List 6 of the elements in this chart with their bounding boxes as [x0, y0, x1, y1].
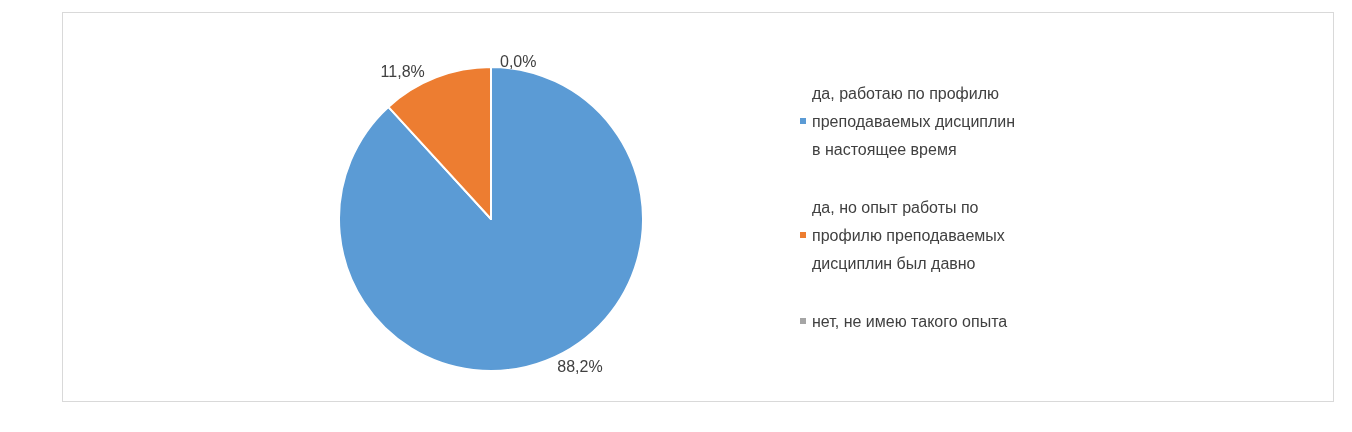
legend-label: нет, не имею такого опыта [812, 312, 1008, 330]
text: 0,0% [500, 52, 537, 70]
legend-label: да, но опыт работы по профилю преподаваемых дисциплин был давно [812, 198, 1010, 272]
data-label: 88,2% [557, 357, 603, 375]
data-label: 11,8% [380, 63, 425, 81]
legend-label: да, работаю по профилю преподаваемых дисциплин в настоящее время [812, 84, 1020, 158]
